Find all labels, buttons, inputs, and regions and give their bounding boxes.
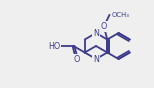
Text: OCH₃: OCH₃: [111, 12, 130, 18]
Text: N: N: [93, 29, 99, 37]
Text: N: N: [93, 54, 99, 64]
Text: O: O: [74, 54, 80, 64]
Text: O: O: [101, 22, 107, 31]
Text: HO: HO: [48, 42, 61, 51]
